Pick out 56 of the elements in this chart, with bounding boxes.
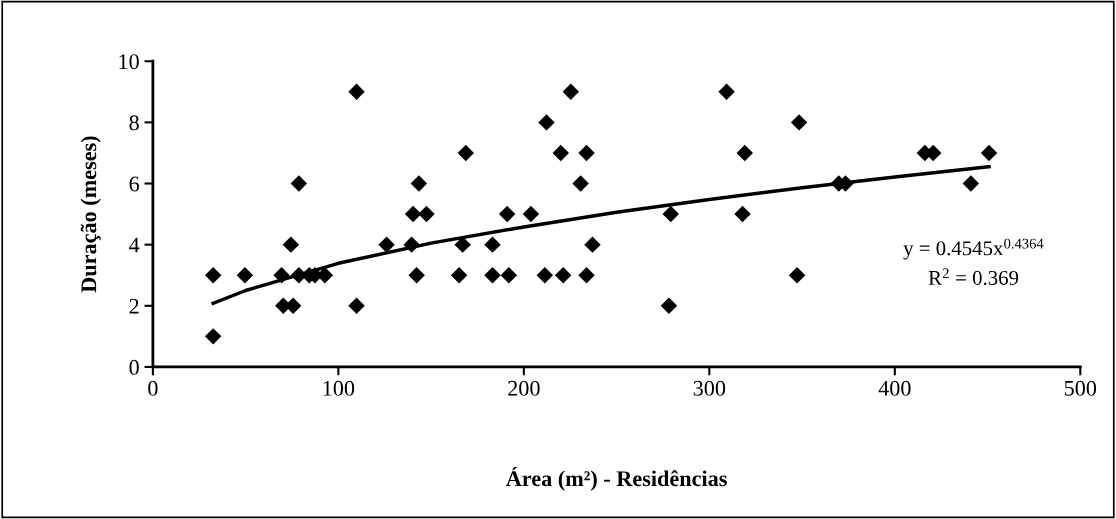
point — [522, 205, 540, 223]
point — [538, 114, 555, 131]
point — [404, 205, 422, 223]
point — [484, 236, 501, 253]
point — [788, 267, 806, 284]
point — [498, 205, 516, 223]
y-tick-label: 4 — [129, 237, 140, 253]
x-axis-title: Área (m²) - Residências — [505, 466, 727, 491]
point — [403, 236, 420, 253]
x-tick-label: 100 — [323, 380, 355, 396]
point — [736, 144, 753, 162]
point — [578, 144, 595, 162]
point — [578, 267, 595, 284]
point — [662, 205, 679, 223]
point — [410, 175, 428, 192]
point — [290, 175, 308, 192]
point — [282, 236, 300, 253]
point — [962, 175, 980, 192]
annotation: R$^{2}$ = 0.369 — [928, 268, 1019, 286]
point — [418, 205, 435, 223]
y-tick-label: 10 — [119, 54, 139, 70]
x-tick-label: 200 — [508, 380, 540, 396]
point — [554, 267, 572, 284]
point — [572, 175, 589, 192]
x-tick-label: 400 — [878, 380, 911, 396]
x-tick-label: 300 — [693, 380, 726, 396]
annotation: y = 0.4545x$^{0.4364}$ — [903, 238, 1044, 260]
y-tick-label: 6 — [129, 176, 140, 192]
point — [500, 267, 518, 284]
point — [484, 267, 501, 284]
y-tick-label: 0 — [129, 359, 139, 375]
point — [348, 297, 365, 315]
point — [204, 328, 222, 345]
y-axis-title: Duração (meses) — [80, 136, 101, 293]
point — [584, 236, 601, 253]
y-tick-label: 2 — [129, 298, 139, 314]
point — [536, 267, 554, 284]
point — [562, 83, 579, 101]
point — [660, 297, 678, 315]
point — [734, 205, 751, 223]
x-tick-label: 500 — [1064, 380, 1097, 396]
point — [236, 267, 254, 284]
y-tick-label: 8 — [129, 115, 139, 131]
point — [408, 267, 425, 284]
point — [450, 267, 468, 284]
point — [454, 236, 471, 253]
point — [457, 144, 475, 162]
x-tick-label: 0 — [148, 380, 158, 396]
point — [718, 83, 735, 101]
point — [980, 144, 998, 162]
point — [348, 83, 365, 101]
point — [790, 114, 808, 131]
point — [378, 236, 395, 253]
point — [204, 267, 222, 284]
point — [552, 144, 569, 162]
point — [273, 267, 290, 284]
